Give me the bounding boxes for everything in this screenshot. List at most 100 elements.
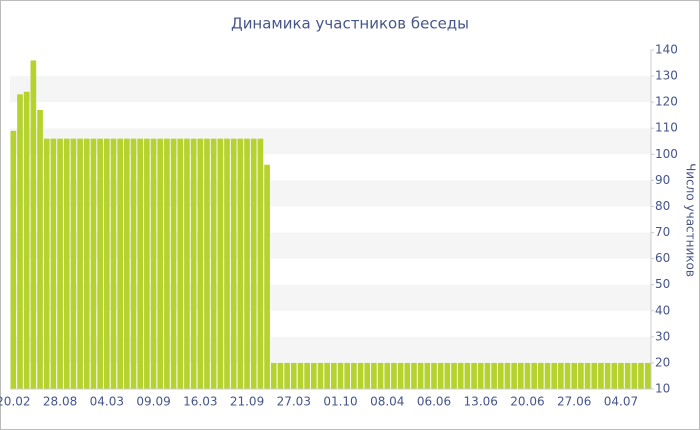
bar xyxy=(611,362,618,389)
bar xyxy=(404,362,411,389)
bar xyxy=(297,362,304,389)
bar xyxy=(357,362,364,389)
bar xyxy=(324,362,330,389)
bar xyxy=(137,138,144,389)
y-tick-label: 110 xyxy=(655,121,678,135)
y-tick-label: 130 xyxy=(655,69,678,83)
x-tick-label: 13.06 xyxy=(464,395,498,409)
x-tick-label: 28.08 xyxy=(43,395,77,409)
chart-title: Динамика участников беседы xyxy=(231,15,469,33)
bar xyxy=(230,138,237,389)
bar xyxy=(190,138,197,389)
y-tick-label: 120 xyxy=(655,95,678,109)
bar xyxy=(97,138,103,389)
x-tick-label: 20.06 xyxy=(510,395,544,409)
bar xyxy=(37,109,43,389)
bar xyxy=(431,362,437,389)
bar xyxy=(497,362,504,389)
bar xyxy=(164,138,170,389)
bar xyxy=(23,91,30,389)
bar xyxy=(304,362,310,389)
bars xyxy=(10,60,651,390)
bar xyxy=(564,362,571,389)
bar xyxy=(571,362,578,389)
bar xyxy=(631,362,638,389)
bar xyxy=(237,138,244,389)
bar xyxy=(170,138,177,389)
bar xyxy=(310,362,317,389)
bar xyxy=(491,362,497,389)
bar xyxy=(110,138,117,389)
bar xyxy=(17,94,23,389)
bar xyxy=(197,138,204,389)
bar xyxy=(331,362,337,389)
bar xyxy=(618,362,624,389)
bar xyxy=(558,362,564,389)
y-tick-label: 10 xyxy=(655,382,670,396)
bar xyxy=(517,362,524,389)
bar xyxy=(397,362,404,389)
grid-band xyxy=(10,232,651,259)
bar xyxy=(471,362,477,389)
y-tick-label: 50 xyxy=(655,277,670,291)
grid-band xyxy=(10,128,651,155)
bar xyxy=(124,138,130,389)
bar xyxy=(117,138,124,389)
grid-band xyxy=(10,76,651,103)
x-tick-label: 27.06 xyxy=(557,395,591,409)
bar xyxy=(257,138,264,389)
bar xyxy=(411,362,417,389)
x-tick-label: 16.03 xyxy=(183,395,217,409)
bar xyxy=(244,138,250,389)
bar xyxy=(464,362,471,389)
bar xyxy=(270,362,277,389)
bar xyxy=(477,362,484,389)
bar xyxy=(344,362,351,389)
bar xyxy=(50,138,57,389)
bar xyxy=(90,138,97,389)
y-tick-label: 70 xyxy=(655,225,670,239)
bar xyxy=(70,138,77,389)
bar xyxy=(77,138,83,389)
bar xyxy=(10,130,17,390)
bar xyxy=(504,362,511,389)
bar xyxy=(384,362,391,389)
bar xyxy=(644,362,651,389)
bar xyxy=(371,362,377,389)
bar xyxy=(591,362,598,389)
bar xyxy=(83,138,90,389)
x-tick-label: 27.03 xyxy=(277,395,311,409)
bar xyxy=(63,138,70,389)
bar xyxy=(377,362,384,389)
y-tick-label: 40 xyxy=(655,303,670,317)
x-tick-label: 01.10 xyxy=(323,395,357,409)
bar xyxy=(57,138,63,389)
grid-band xyxy=(10,336,651,363)
bar xyxy=(444,362,451,389)
bar xyxy=(184,138,190,389)
bar xyxy=(144,138,150,389)
x-tick-label: 06.06 xyxy=(417,395,451,409)
bar xyxy=(531,362,537,389)
y-tick-label: 140 xyxy=(655,43,678,57)
bar xyxy=(604,362,611,389)
bar xyxy=(217,138,224,389)
bar xyxy=(598,362,604,389)
y-tick-label: 100 xyxy=(655,147,678,161)
bar xyxy=(103,138,110,389)
y-tick-label: 20 xyxy=(655,355,670,369)
bar xyxy=(584,362,591,389)
bar xyxy=(337,362,344,389)
y-tick-label: 30 xyxy=(655,329,670,343)
bar xyxy=(638,362,644,389)
x-tick-label: 08.04 xyxy=(370,395,404,409)
bar xyxy=(250,138,257,389)
bar xyxy=(290,362,297,389)
bar xyxy=(524,362,531,389)
bar xyxy=(451,362,457,389)
bar xyxy=(624,362,631,389)
bar xyxy=(204,138,210,389)
y-tick-label: 60 xyxy=(655,251,670,265)
bar xyxy=(417,362,424,389)
bar xyxy=(391,362,397,389)
